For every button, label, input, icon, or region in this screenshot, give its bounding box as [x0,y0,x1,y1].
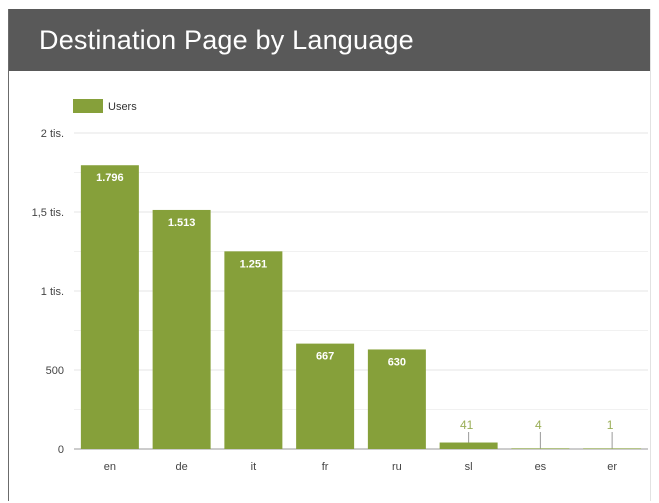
x-tick-label: sl [465,461,473,473]
y-tick-label: 1,5 tis. [32,207,64,219]
y-tick-label: 500 [46,365,64,377]
data-label: 41 [460,418,474,432]
data-label: 1 [607,418,614,432]
y-tick-label: 1 tis. [41,286,64,298]
legend-label: Users [108,101,137,113]
data-label: 1.796 [96,172,124,184]
chart-title: Destination Page by Language [39,24,414,55]
x-tick-label: it [251,461,257,473]
bar [583,448,642,449]
x-tick-label: fr [322,461,329,473]
bar [296,343,355,449]
y-tick-label: 2 tis. [41,128,64,140]
data-label: 1.513 [168,217,196,229]
x-tick-label: er [607,461,617,473]
bar [511,448,570,449]
x-tick-label: ru [392,461,402,473]
bar [224,251,283,449]
x-tick-label: en [104,461,116,473]
data-label: 667 [316,351,334,363]
bar [439,442,498,449]
bar [152,209,211,449]
bar [80,165,139,449]
data-label: 4 [535,418,542,432]
y-tick-label: 0 [58,444,64,456]
chart-header: Destination Page by Language [9,9,650,71]
x-tick-label: es [535,461,547,473]
bar [367,349,426,449]
x-tick-label: de [176,461,188,473]
data-label: 1.251 [240,258,268,270]
data-label: 630 [388,356,406,368]
legend-swatch [73,99,103,113]
